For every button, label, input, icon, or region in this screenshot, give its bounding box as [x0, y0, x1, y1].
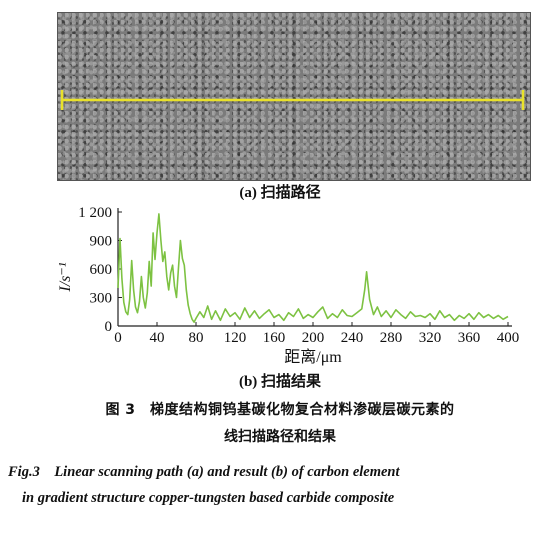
caption-cn-line1: 图 3 梯度结构铜钨基碳化物复合材料渗碳层碳元素的 [105, 402, 455, 418]
y-tick-label: 1 200 [78, 205, 112, 221]
y-tick-label: 900 [90, 234, 113, 250]
sem-micrograph-image [57, 12, 531, 181]
x-tick-label: 360 [458, 330, 481, 346]
y-axis-label: I/s⁻¹ [57, 262, 74, 292]
x-axis-label: 距离/μm [284, 348, 342, 366]
x-tick-label: 200 [302, 330, 325, 346]
x-tick-label: 240 [341, 330, 364, 346]
y-tick-label: 600 [90, 262, 113, 278]
y-tick-label: 300 [90, 291, 113, 307]
x-tick-label: 80 [189, 330, 204, 346]
y-tick-label: 0 [105, 319, 113, 335]
caption-a: (a) 扫描路径 [239, 185, 321, 201]
caption-en-line2: in gradient structure copper-tungsten ba… [22, 490, 395, 506]
series-line-carbon-intensity [117, 213, 509, 323]
line-scan-chart: 0 300 600 900 1 200 0 40 80 120 160 200 240 280 320 36… [57, 205, 520, 366]
caption-b: (b) 扫描结果 [238, 374, 322, 390]
x-tick-label: 40 [150, 330, 165, 346]
caption-cn-line2: 线扫描路径和结果 [224, 429, 336, 445]
x-tick-label: 320 [419, 330, 442, 346]
caption-en-line1: Fig.3 Linear scanning path (a) and resul… [8, 464, 400, 480]
scan-path-overlay [60, 90, 525, 110]
x-tick-label: 120 [224, 330, 247, 346]
x-tick-label: 280 [380, 330, 403, 346]
x-tick-label: 160 [263, 330, 286, 346]
x-tick-label: 400 [497, 330, 520, 346]
x-tick-label: 0 [114, 330, 122, 346]
